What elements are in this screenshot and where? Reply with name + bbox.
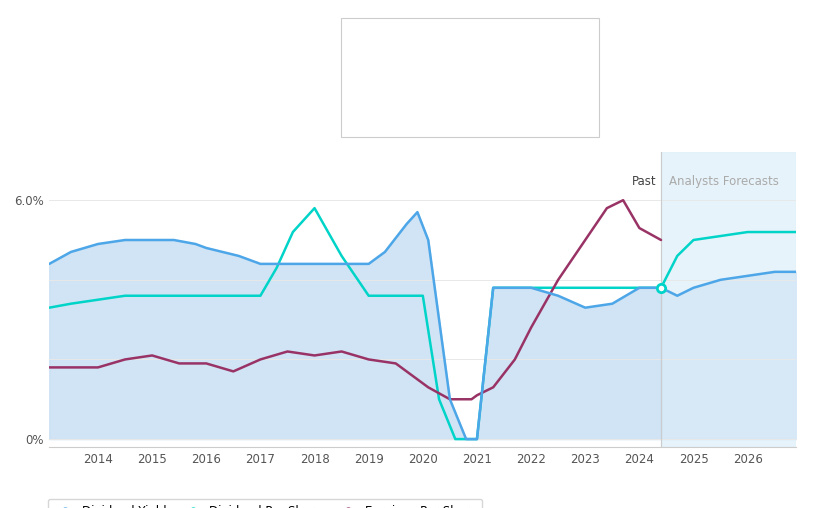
Text: CHF12.000: CHF12.000 [485,92,557,105]
FancyBboxPatch shape [341,18,599,137]
Text: May 21 2024: May 21 2024 [356,35,446,47]
Text: Dividend Per Share: Dividend Per Share [356,92,470,105]
Text: /yr: /yr [566,92,582,105]
Text: No data: No data [485,118,532,131]
Bar [661,152,796,447]
Legend: Dividend Yield, Dividend Per Share, Earnings Per Share: Dividend Yield, Dividend Per Share, Earn… [48,499,483,508]
Text: Earnings Per Share: Earnings Per Share [356,118,468,131]
Text: Past: Past [632,175,657,188]
Text: Analysts Forecasts: Analysts Forecasts [669,175,779,188]
Text: /yr: /yr [527,66,543,79]
Text: 3.8%: 3.8% [485,66,518,79]
Text: Dividend Yield: Dividend Yield [356,66,441,79]
